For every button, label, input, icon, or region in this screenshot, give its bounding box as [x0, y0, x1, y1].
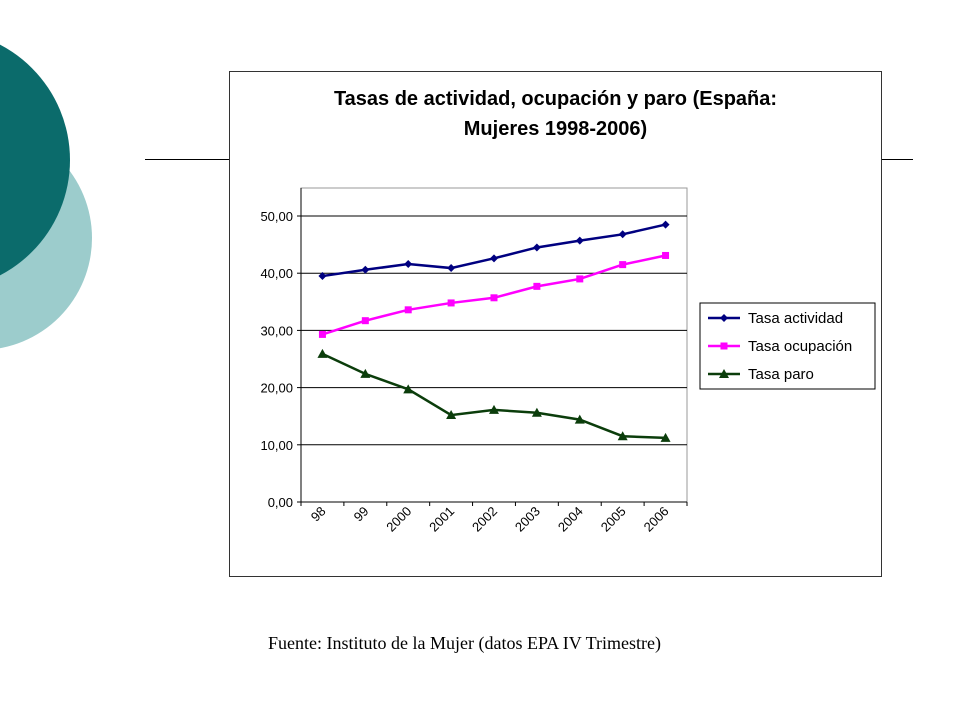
x-tick-label: 2005: [598, 504, 629, 535]
x-tick-label: 2003: [512, 504, 543, 535]
data-point: [660, 432, 671, 442]
x-tick-label: 2001: [426, 504, 457, 535]
data-point: [489, 404, 499, 414]
data-point: [404, 306, 412, 314]
chart-title-line-2: Mujeres 1998-2006): [463, 118, 648, 140]
data-point: [446, 410, 457, 420]
data-point: [662, 251, 670, 259]
data-point: [576, 275, 584, 283]
data-point: [575, 236, 584, 245]
y-tick-label: 30,00: [260, 323, 293, 338]
x-tick-label: 99: [351, 504, 372, 525]
data-point: [618, 230, 627, 239]
x-tick-label: 2002: [469, 504, 500, 535]
data-point: [490, 294, 498, 302]
data-point: [361, 265, 370, 274]
data-point: [574, 414, 585, 424]
data-point: [617, 431, 628, 441]
data-point: [360, 368, 371, 378]
data-point: [404, 260, 413, 269]
dark-teal-circle: [0, 44, 70, 276]
data-point: [531, 407, 542, 417]
x-tick-label: 98: [308, 504, 329, 525]
legend-marker: [720, 314, 728, 322]
data-point: [361, 317, 369, 325]
x-tick-label: 2006: [641, 504, 672, 535]
legend-label: Tasa ocupación: [748, 338, 852, 355]
data-point: [403, 384, 414, 394]
data-point: [661, 220, 670, 229]
chart-title-line-1: Tasas de actividad, ocupación y paro (Es…: [333, 88, 778, 110]
legend-label: Tasa actividad: [748, 310, 843, 327]
y-tick-label: 50,00: [260, 209, 293, 224]
y-tick-label: 40,00: [260, 266, 293, 281]
y-tick-label: 10,00: [260, 438, 293, 453]
data-point: [619, 261, 627, 269]
decorative-circles: [0, 44, 92, 349]
source-note: Fuente: Instituto de la Mujer (datos EPA…: [268, 633, 661, 653]
legend-marker: [720, 342, 728, 350]
data-point: [532, 243, 541, 252]
legend-label: Tasa paro: [748, 366, 814, 383]
line-chart: 0,00 10,00 20,00 30,00 40,00 50,00 98 99 2000 20…: [260, 187, 876, 535]
data-point: [447, 264, 456, 273]
y-tick-label: 0,00: [268, 495, 293, 510]
legend-marker: [719, 369, 729, 378]
data-point: [533, 282, 541, 290]
data-point: [490, 254, 498, 263]
data-point: [447, 299, 455, 307]
x-tick-label: 2004: [555, 504, 586, 535]
data-point: [318, 272, 327, 281]
x-tick-label: 2000: [383, 504, 414, 535]
data-point: [317, 348, 328, 358]
plot-area: [300, 187, 688, 503]
chart-frame: Tasas de actividad, ocupación y paro (Es…: [229, 71, 882, 577]
data-point: [318, 330, 326, 338]
y-tick-label: 20,00: [260, 381, 293, 396]
